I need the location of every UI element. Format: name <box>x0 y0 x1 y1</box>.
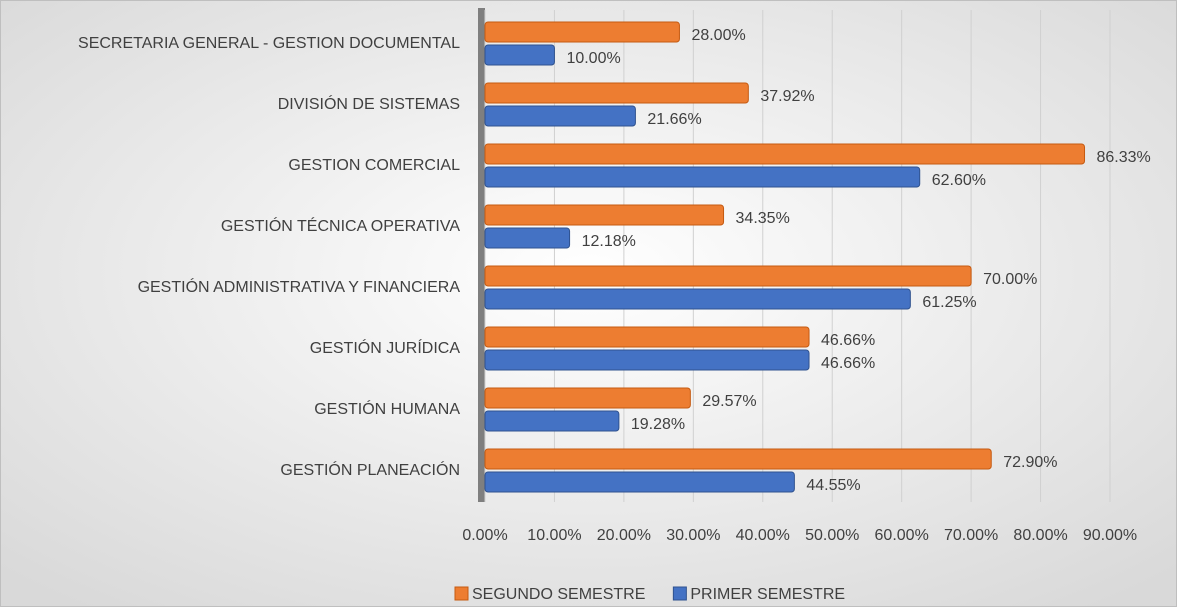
x-tick-label: 50.00% <box>805 527 859 544</box>
bar <box>484 105 636 127</box>
bar <box>484 227 571 249</box>
data-label: 46.66% <box>821 332 875 349</box>
data-label: 46.66% <box>821 355 875 372</box>
data-label: 34.35% <box>736 210 790 227</box>
bar <box>484 21 680 43</box>
legend-swatch <box>454 586 469 601</box>
data-label: 10.00% <box>566 50 620 67</box>
data-label: 72.90% <box>1003 454 1057 471</box>
data-label: 21.66% <box>647 111 701 128</box>
bar <box>484 265 972 287</box>
legend-label: PRIMER SEMESTRE <box>690 586 845 603</box>
bar <box>484 143 1086 165</box>
x-tick-label: 0.00% <box>462 527 507 544</box>
y-tick-label: DIVISIÓN DE SISTEMAS <box>278 94 460 113</box>
x-tick-label: 30.00% <box>666 527 720 544</box>
y-tick-label: GESTIÓN PLANEACIÓN <box>280 460 460 479</box>
bar <box>484 387 691 409</box>
x-tick-label: 20.00% <box>597 527 651 544</box>
x-tick-label: 70.00% <box>944 527 998 544</box>
axis-wall <box>478 8 485 502</box>
y-tick-label: GESTIÓN JURÍDICA <box>310 338 461 357</box>
x-tick-label: 60.00% <box>875 527 929 544</box>
data-label: 37.92% <box>760 88 814 105</box>
legend-label: SEGUNDO SEMESTRE <box>472 586 645 603</box>
bar <box>484 326 810 348</box>
data-label: 29.57% <box>702 393 756 410</box>
x-tick-label: 40.00% <box>736 527 790 544</box>
bar <box>484 166 921 188</box>
data-label: 62.60% <box>932 172 986 189</box>
bar <box>484 448 992 470</box>
bar <box>484 44 555 66</box>
y-tick-label: GESTION COMERCIAL <box>288 157 460 174</box>
data-label: 28.00% <box>691 27 745 44</box>
bar <box>484 410 620 432</box>
bar <box>484 204 725 226</box>
y-tick-label: GESTIÓN TÉCNICA OPERATIVA <box>221 216 460 235</box>
legend-swatch <box>672 586 687 601</box>
x-tick-label: 10.00% <box>527 527 581 544</box>
bar <box>484 349 810 371</box>
bar <box>484 288 911 310</box>
bar <box>484 471 795 493</box>
bar <box>484 82 749 104</box>
y-tick-label: GESTIÓN HUMANA <box>314 399 460 418</box>
x-tick-label: 90.00% <box>1083 527 1137 544</box>
y-tick-label: SECRETARIA GENERAL - GESTION DOCUMENTAL <box>78 35 460 52</box>
y-tick-label: GESTIÓN ADMINISTRATIVA Y FINANCIERA <box>138 277 461 296</box>
data-label: 19.28% <box>631 416 685 433</box>
data-label: 70.00% <box>983 271 1037 288</box>
data-label: 12.18% <box>582 233 636 250</box>
data-label: 86.33% <box>1097 149 1151 166</box>
x-tick-label: 80.00% <box>1013 527 1067 544</box>
data-label: 61.25% <box>922 294 976 311</box>
data-label: 44.55% <box>806 477 860 494</box>
